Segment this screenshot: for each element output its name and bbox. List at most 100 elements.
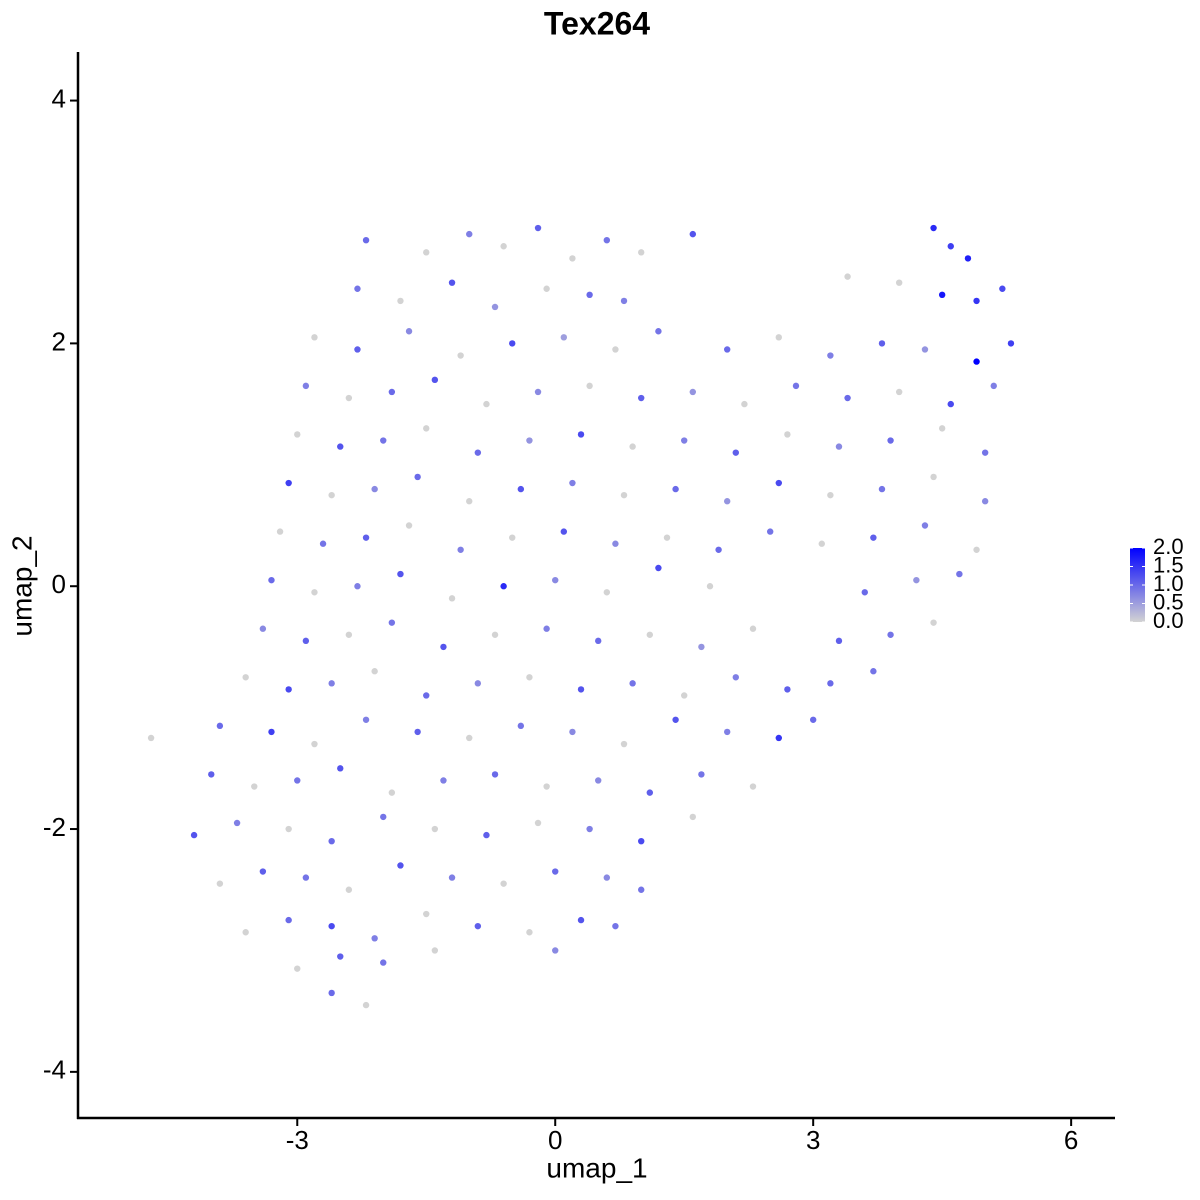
x-tick-label: 6 — [1064, 1125, 1078, 1155]
point — [319, 540, 327, 547]
point — [595, 777, 602, 784]
point — [345, 886, 353, 893]
point — [371, 935, 378, 942]
point — [689, 813, 697, 821]
point — [586, 825, 593, 833]
point — [552, 947, 559, 954]
point — [388, 388, 396, 396]
point — [328, 989, 335, 997]
point — [835, 637, 843, 645]
point — [723, 346, 731, 353]
point — [509, 340, 516, 347]
point — [775, 334, 782, 341]
point — [827, 680, 834, 687]
colorbar-label: 0.5 — [1153, 589, 1184, 614]
point — [878, 340, 886, 347]
point — [646, 789, 654, 796]
point — [345, 631, 353, 638]
point — [371, 485, 378, 493]
point — [311, 740, 318, 748]
point — [981, 449, 989, 456]
point — [302, 874, 310, 881]
point — [672, 716, 679, 723]
point — [612, 540, 619, 547]
point — [766, 528, 774, 535]
point — [268, 728, 275, 736]
y-tick-label: -2 — [43, 812, 66, 842]
point — [517, 722, 525, 730]
point — [354, 583, 361, 590]
point — [354, 285, 361, 292]
point — [302, 382, 310, 390]
point — [500, 243, 507, 250]
point — [999, 285, 1006, 292]
point — [285, 686, 292, 693]
point — [956, 570, 963, 578]
point — [749, 625, 757, 632]
point — [973, 546, 980, 553]
point — [620, 491, 628, 499]
point — [405, 522, 413, 529]
point — [706, 583, 714, 590]
point — [638, 249, 645, 256]
point — [543, 783, 550, 790]
point — [930, 473, 937, 481]
point — [534, 388, 542, 396]
point — [921, 522, 929, 529]
point — [921, 346, 929, 353]
point — [294, 431, 301, 438]
point — [595, 637, 602, 645]
point — [938, 291, 946, 299]
point — [775, 734, 782, 742]
point — [827, 491, 834, 499]
point — [216, 880, 224, 887]
point — [380, 959, 387, 966]
y-tick-label: 4 — [52, 83, 66, 113]
point — [569, 728, 576, 736]
point — [577, 916, 585, 924]
point — [835, 443, 843, 450]
point — [981, 498, 989, 505]
point — [251, 783, 258, 790]
point — [311, 334, 318, 341]
point — [448, 279, 456, 286]
point — [689, 388, 697, 396]
point — [457, 352, 464, 359]
point — [930, 224, 937, 232]
x-tick-label: -3 — [286, 1125, 309, 1155]
point — [732, 674, 739, 681]
point — [552, 576, 559, 584]
point — [354, 346, 361, 353]
point — [397, 297, 404, 305]
point — [629, 680, 636, 687]
point — [380, 813, 387, 821]
point — [534, 224, 542, 232]
point — [809, 716, 817, 723]
point — [259, 625, 267, 632]
point — [526, 674, 533, 681]
point — [474, 922, 482, 930]
point — [775, 479, 782, 487]
point — [534, 819, 542, 827]
point — [741, 400, 748, 408]
point — [268, 576, 275, 584]
point — [930, 619, 937, 626]
point — [328, 922, 335, 930]
point — [380, 437, 387, 444]
point — [190, 831, 198, 839]
point — [509, 534, 516, 541]
point — [414, 728, 421, 736]
point — [689, 230, 697, 238]
point — [586, 291, 593, 299]
point — [328, 837, 335, 845]
point — [638, 886, 645, 893]
point — [655, 328, 662, 335]
point — [784, 431, 791, 438]
point — [440, 777, 447, 784]
point — [612, 346, 619, 353]
chart-title: Tex264 — [544, 5, 650, 41]
point — [311, 589, 318, 596]
point — [603, 589, 611, 596]
point — [414, 473, 421, 481]
point — [457, 546, 464, 553]
